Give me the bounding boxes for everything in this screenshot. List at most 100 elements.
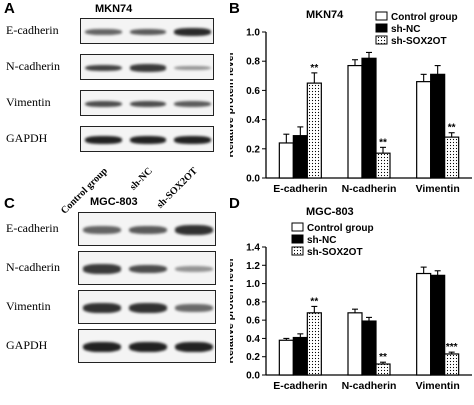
bar [444,136,460,179]
legend-label: Control group [391,12,458,23]
blot-band [129,136,167,144]
legend-label: sh-SOX2OT [391,36,447,47]
y-tick-label: 0.2 [246,352,260,363]
blot-strip [80,90,214,116]
panel-letter-b: B [229,0,240,17]
blot-band [129,264,167,274]
blot-band [174,28,211,36]
significance-mark: ** [448,123,456,134]
bar [444,353,460,376]
y-tick-label: 0.4 [246,334,260,345]
y-tick-label: 1.2 [246,261,260,272]
bar [361,320,377,376]
blot-strip [78,212,216,246]
bar [306,82,322,179]
blot-band [83,226,121,234]
blot-band [175,341,213,353]
legend-swatch [291,222,304,232]
bar [430,73,446,179]
legend-swatch [291,246,304,256]
blot-row-label: Vimentin [6,299,51,313]
x-tick-label: Vimentin [416,380,460,392]
blot-row-label: N-cadherin [6,59,60,73]
significance-mark: ** [379,352,387,363]
blot-band [174,136,211,144]
y-tick-label: 0.8 [246,297,260,308]
blot-band [175,225,213,235]
legend-label: sh-NC [391,24,420,35]
bar-chart-d: MGC-803 0.0 0.2 0.4 0.6 0.8 1.0 1.2 1.4 Relative … [230,206,472,392]
legend-swatch [375,23,388,33]
significance-mark: *** [446,342,458,353]
y-tick-label: 1.0 [246,279,260,290]
legend-swatch [375,11,388,21]
blot-band [129,100,167,108]
legend-swatch [375,35,388,45]
blot-title-a: MKN74 [95,3,133,15]
y-axis-label: Relative protein level [230,52,236,157]
x-tick-label: E-cadherin [273,380,327,392]
x-tick-label: Vimentin [416,183,460,195]
bar [278,339,294,376]
y-tick-label: 0.0 [246,174,260,185]
y-tick-label: 0.8 [246,57,260,68]
blot-title-c: MGC-803 [90,196,138,208]
blot-row-label: E-cadherin [6,221,59,235]
blot-row-label: E-cadherin [6,23,59,37]
blot-band [85,136,122,144]
y-tick-label: 0.4 [246,115,260,126]
blot-band [85,64,122,72]
blot-strip [78,251,216,285]
y-tick-label: 0.6 [246,86,260,97]
bar [375,363,391,376]
blot-strip [80,18,214,44]
x-tick-label: N-cadherin [342,183,397,195]
bar [375,152,391,179]
blot-row-label: GAPDH [6,131,48,145]
legend-label: sh-SOX2OT [307,247,363,258]
bar [292,135,308,179]
bar [347,312,363,376]
panel-letter-c: C [4,195,15,212]
bar [278,142,294,179]
y-axis-label: Relative protein level [230,258,236,363]
blot-band [129,28,167,36]
x-tick-label: N-cadherin [342,380,397,392]
legend-label: Control group [307,223,374,234]
y-tick-label: 0.2 [246,144,260,155]
panel-letter-d: D [229,195,240,212]
bar [306,312,322,376]
blot-band [129,341,167,353]
blot-row-label: GAPDH [6,338,48,352]
legend-swatch [291,234,304,244]
blot-band [85,100,122,108]
bar-chart-b: MKN74 0.0 0.2 0.4 0.6 0.8 1.0 Relative protein … [230,9,472,195]
blot-strip [80,126,214,152]
blot-band [129,64,167,72]
significance-mark: ** [310,63,318,74]
significance-mark: ** [310,296,318,307]
bar [361,57,377,179]
bar [430,274,446,376]
blot-band [174,65,211,71]
blot-band [83,264,121,274]
blot-strip [78,329,216,363]
blot-band [129,225,167,235]
blot-band [83,341,121,353]
significance-mark: ** [379,137,387,148]
blot-strip [78,290,216,324]
y-tick-label: 0.6 [246,316,260,327]
y-tick-label: 1.0 [246,28,260,39]
y-tick-label: 1.4 [246,243,260,254]
blot-band [85,28,122,35]
blot-strip [80,54,214,80]
x-tick-label: E-cadherin [273,183,327,195]
blot-row-label: Vimentin [6,95,51,109]
blot-band [175,304,213,312]
y-tick-label: 0.0 [246,371,260,382]
blot-band [83,303,121,313]
chart-title: MGC-803 [306,206,354,218]
bar [416,81,432,179]
blot-band [174,100,211,108]
blot-band [129,303,167,313]
